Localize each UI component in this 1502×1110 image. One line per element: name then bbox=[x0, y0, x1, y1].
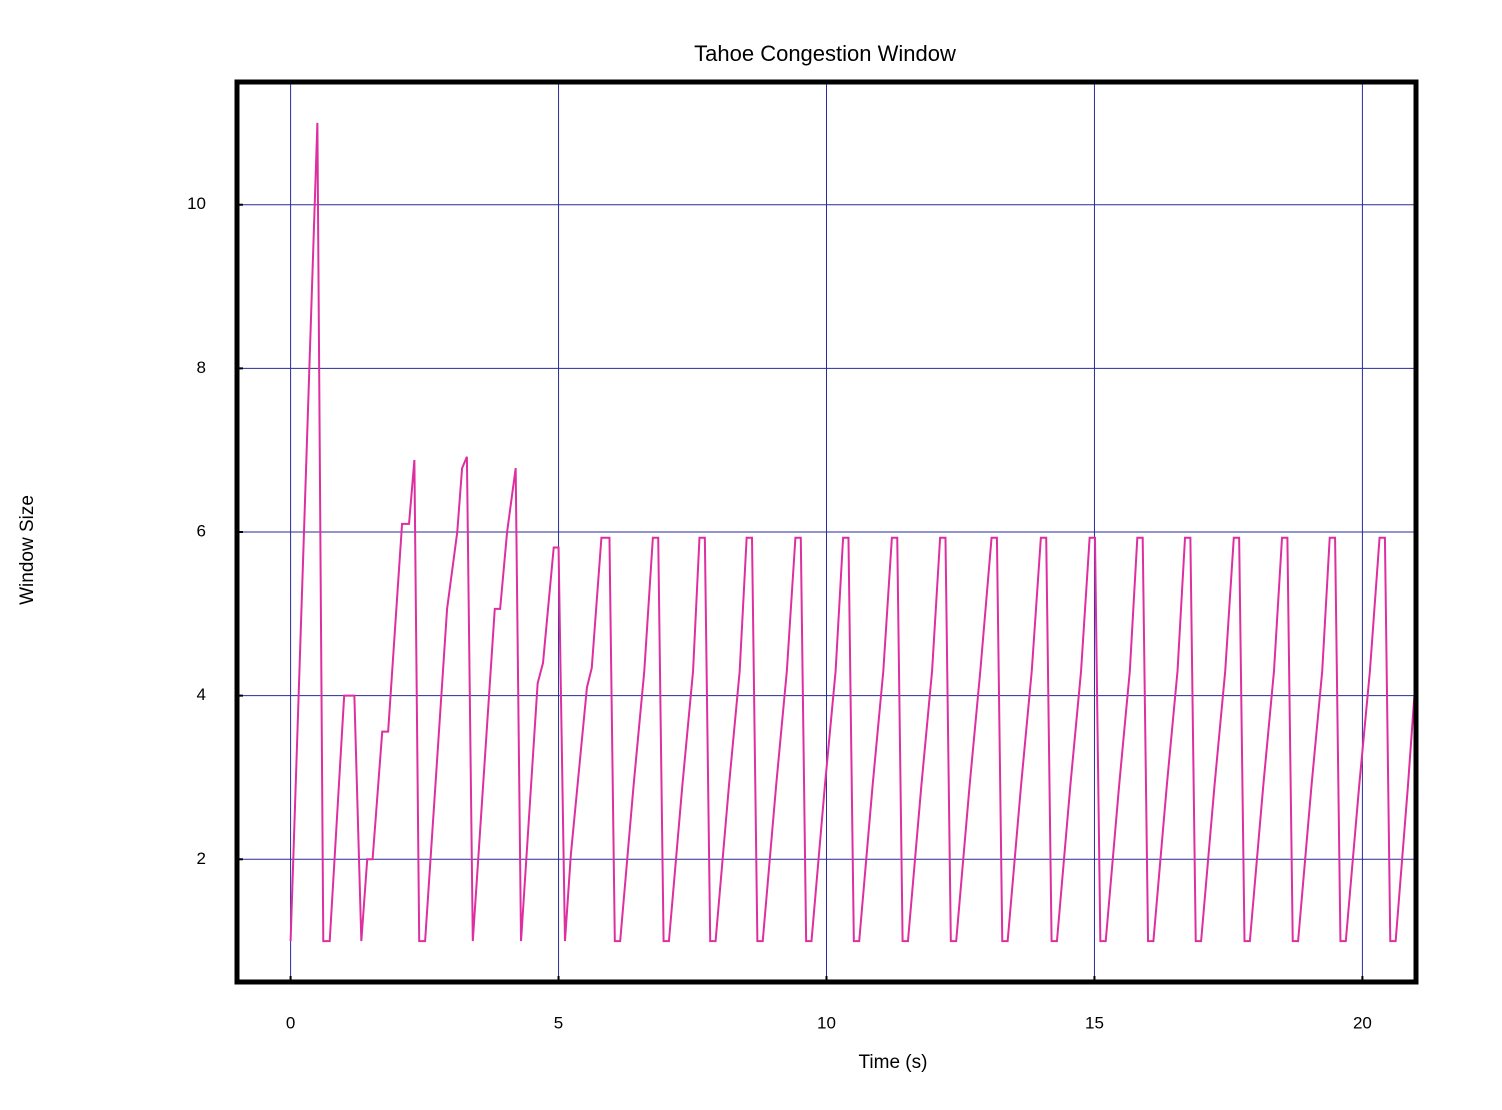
x-tick-label: 15 bbox=[1085, 1013, 1104, 1032]
y-tick-label: 4 bbox=[197, 685, 206, 704]
x-tick-label: 10 bbox=[817, 1013, 836, 1032]
x-tick-label: 0 bbox=[286, 1013, 295, 1032]
x-tick-label: 20 bbox=[1353, 1013, 1372, 1032]
y-tick-label: 2 bbox=[197, 849, 206, 868]
x-axis-label: Time (s) bbox=[859, 1052, 928, 1073]
y-tick-label: 6 bbox=[197, 521, 206, 540]
x-tick-label: 5 bbox=[554, 1013, 563, 1032]
y-tick-label: 10 bbox=[187, 194, 206, 213]
plot-frame bbox=[234, 79, 1419, 985]
chart-title: Tahoe Congestion Window bbox=[694, 41, 956, 66]
y-tick-label: 8 bbox=[197, 358, 206, 377]
data-line bbox=[289, 122, 1416, 943]
y-axis-label: Window Size bbox=[17, 495, 38, 605]
